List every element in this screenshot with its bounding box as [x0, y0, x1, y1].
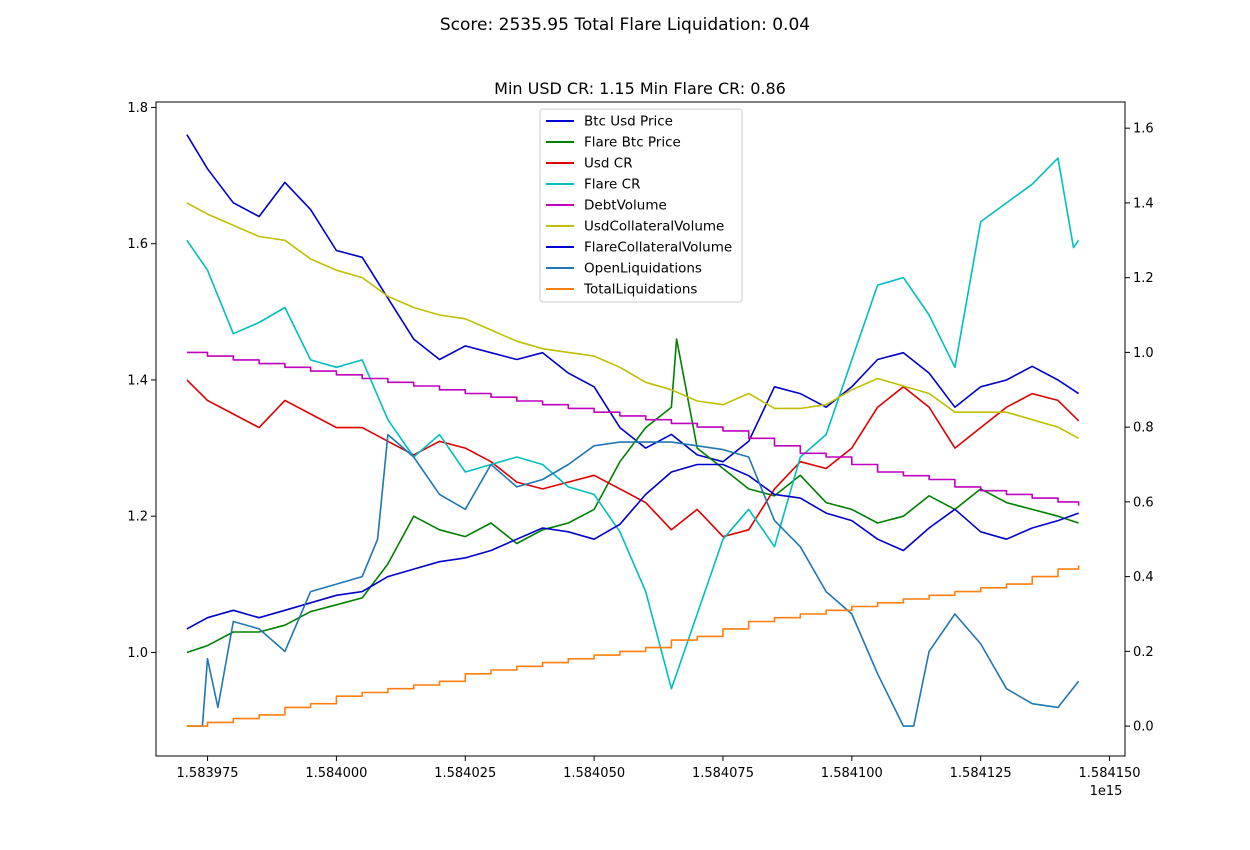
axes-title: Min USD CR: 1.15 Min Flare CR: 0.86	[494, 79, 786, 98]
y-right-tick-label: 1.6	[1133, 122, 1154, 137]
legend-label: UsdCollateralVolume	[584, 219, 724, 235]
legend-item-flarecollateralvolume: FlareCollateralVolume	[546, 240, 732, 256]
plot-area	[186, 134, 1080, 727]
legend-item-btc-usd-price: Btc Usd Price	[546, 114, 673, 130]
x-tick-label: 1.584050	[563, 766, 625, 781]
y-right-tick-label: 1.2	[1133, 271, 1154, 286]
series-line-openliquidations	[186, 433, 1080, 727]
figure-suptitle: Score: 2535.95 Total Flare Liquidation: …	[440, 15, 810, 35]
y-left-tick-label: 1.0	[127, 646, 148, 661]
legend-label: OpenLiquidations	[584, 261, 702, 277]
y-right-tick-label: 1.0	[1133, 346, 1154, 361]
y-right-tick-label: 0.8	[1133, 421, 1154, 436]
series-line-flare-btc-price	[186, 338, 1079, 654]
y-right-tick-label: 0.2	[1133, 645, 1154, 660]
y-axis-left: 1.0 1.2 1.4 1.6 1.8	[127, 101, 156, 661]
y-right-tick-label: 0.6	[1133, 495, 1154, 510]
x-tick-label: 1.584125	[950, 766, 1012, 781]
x-tick-label: 1.583975	[177, 766, 239, 781]
y-left-tick-label: 1.4	[127, 373, 148, 388]
legend: Btc Usd Price Flare Btc Price Usd CR Flare …	[539, 108, 743, 303]
x-tick-label: 1.584150	[1079, 766, 1141, 781]
series-line-totalliquidations	[186, 565, 1080, 727]
legend-label: FlareCollateralVolume	[584, 240, 732, 256]
x-tick-label: 1.584100	[821, 766, 883, 781]
x-tick-label: 1.584025	[434, 766, 496, 781]
y-right-tick-label: 0.4	[1133, 570, 1154, 585]
series-line-btc-usd-price	[186, 134, 1080, 463]
legend-item-openliquidations: OpenLiquidations	[546, 261, 702, 277]
legend-item-debtvolume: DebtVolume	[546, 198, 667, 214]
legend-label: DebtVolume	[584, 198, 667, 214]
x-tick-label: 1.584075	[692, 766, 754, 781]
series-line-usdcollateralvolume	[186, 202, 1079, 440]
y-right-tick-label: 1.4	[1133, 196, 1154, 211]
y-left-tick-label: 1.2	[127, 510, 148, 525]
y-right-tick-label: 0.0	[1133, 720, 1154, 735]
x-tick-label: 1.584000	[305, 766, 367, 781]
legend-item-totalliquidations: TotalLiquidations	[546, 282, 697, 298]
legend-label: TotalLiquidations	[583, 282, 697, 298]
legend-item-flare-btc-price: Flare Btc Price	[546, 135, 681, 151]
series-line-flare-cr	[186, 157, 1080, 690]
legend-label: Flare Btc Price	[584, 135, 681, 151]
legend-item-usdcollateralvolume: UsdCollateralVolume	[546, 219, 724, 235]
legend-box	[539, 108, 743, 303]
y-left-tick-label: 1.8	[127, 101, 148, 116]
legend-item-usd-cr: Usd CR	[546, 156, 633, 172]
legend-item-flare-cr: Flare CR	[546, 177, 640, 193]
y-left-tick-label: 1.6	[127, 237, 148, 252]
series-line-flarecollateralvolume	[186, 463, 1079, 630]
x-axis: 1.583975 1.584000 1.584025 1.584050 1.584075…	[177, 756, 1141, 781]
legend-label: Usd CR	[584, 156, 633, 172]
x-offset-label: 1e15	[1090, 784, 1123, 799]
axes-frame	[155, 101, 1126, 757]
legend-label: Btc Usd Price	[584, 114, 673, 130]
series-line-usd-cr	[186, 379, 1080, 538]
legend-label: Flare CR	[584, 177, 640, 193]
y-axis-right: 0.0 0.2 0.4 0.6 0.8 1.0 1.2 1.4 1.6	[1125, 122, 1154, 735]
series-line-debtvolume	[186, 351, 1080, 506]
